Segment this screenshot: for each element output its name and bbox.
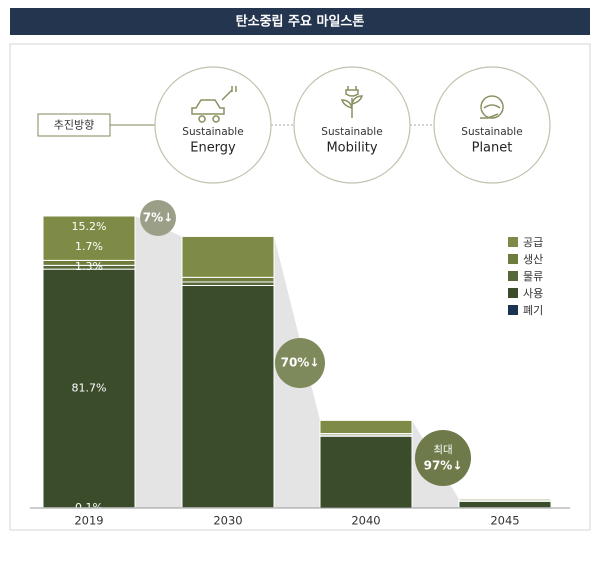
direction-line1: Sustainable [182,126,243,138]
legend-swatch [508,305,518,315]
chart-title: 탄소중립 주요 마일스톤 [236,14,365,30]
bar-segment [182,282,274,286]
reduction-shade [135,216,182,508]
bar-segment [459,499,551,500]
value-label: 81.7% [72,381,107,394]
value-label: 15.2% [72,220,107,233]
direction-line2: Energy [190,141,236,156]
direction-circle [434,67,550,183]
legend-label: 물류 [523,270,543,283]
bar-segment [320,436,412,508]
legend-label: 생산 [523,253,543,266]
legend-swatch [508,237,518,247]
direction-line2: Mobility [326,141,377,156]
reduction-text: 70%↓ [281,356,320,370]
x-tick-label: 2045 [490,514,519,528]
bar-segment [459,501,551,507]
icons [192,86,503,122]
legend-swatch [508,271,518,281]
x-tick-label: 2019 [74,514,103,528]
planet-icon [480,96,503,118]
direction-line1: Sustainable [461,126,522,138]
x-tick-label: 2030 [213,514,242,528]
value-label: 0.1% [75,501,103,514]
reduction-text: 97%↓ [424,459,463,473]
reduction-text: 7%↓ [143,211,173,225]
direction-line1: Sustainable [321,126,382,138]
x-tick-label: 2040 [351,514,380,528]
reduction-text: 최대 [433,444,452,456]
direction-line2: Planet [472,141,513,156]
direction-circle [155,67,271,183]
legend-swatch [508,288,518,298]
direction-label: 추진방향 [54,119,94,132]
value-label: 1.7% [75,240,103,253]
legend-label: 공급 [523,236,543,249]
bar-segment [182,277,274,282]
value-label: 1.3% [75,260,103,273]
plug-icon [342,86,362,118]
car-icon [192,86,236,122]
legend-swatch [508,254,518,264]
legend-label: 사용 [523,287,543,300]
legend-label: 폐기 [523,304,543,317]
bar-segment [182,236,274,277]
direction-circle [294,67,410,183]
bar-segment [320,420,412,433]
bar-segment [182,285,274,507]
